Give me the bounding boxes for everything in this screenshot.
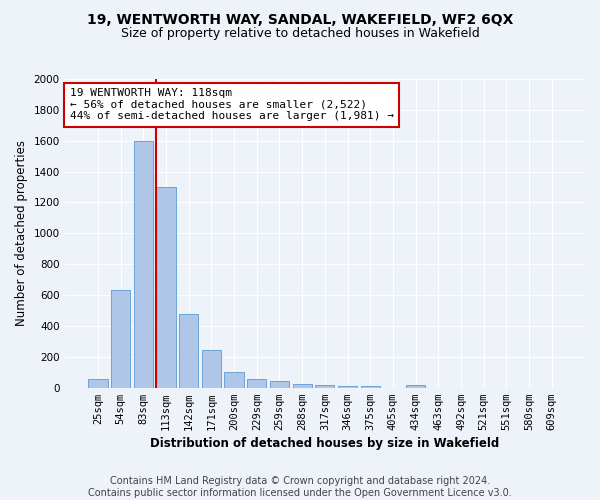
- Bar: [88, 379, 107, 388]
- Bar: [157, 187, 176, 388]
- Bar: [202, 350, 221, 388]
- Bar: [111, 290, 130, 388]
- Text: Size of property relative to detached houses in Wakefield: Size of property relative to detached ho…: [121, 28, 479, 40]
- Bar: [270, 381, 289, 388]
- X-axis label: Distribution of detached houses by size in Wakefield: Distribution of detached houses by size …: [150, 437, 499, 450]
- Bar: [179, 314, 199, 388]
- Y-axis label: Number of detached properties: Number of detached properties: [15, 140, 28, 326]
- Bar: [338, 386, 357, 388]
- Bar: [247, 379, 266, 388]
- Bar: [293, 384, 312, 388]
- Bar: [406, 385, 425, 388]
- Text: 19 WENTWORTH WAY: 118sqm
← 56% of detached houses are smaller (2,522)
44% of sem: 19 WENTWORTH WAY: 118sqm ← 56% of detach…: [70, 88, 394, 122]
- Bar: [224, 372, 244, 388]
- Bar: [315, 385, 334, 388]
- Bar: [134, 140, 153, 388]
- Text: Contains HM Land Registry data © Crown copyright and database right 2024.
Contai: Contains HM Land Registry data © Crown c…: [88, 476, 512, 498]
- Bar: [361, 386, 380, 388]
- Text: 19, WENTWORTH WAY, SANDAL, WAKEFIELD, WF2 6QX: 19, WENTWORTH WAY, SANDAL, WAKEFIELD, WF…: [87, 12, 513, 26]
